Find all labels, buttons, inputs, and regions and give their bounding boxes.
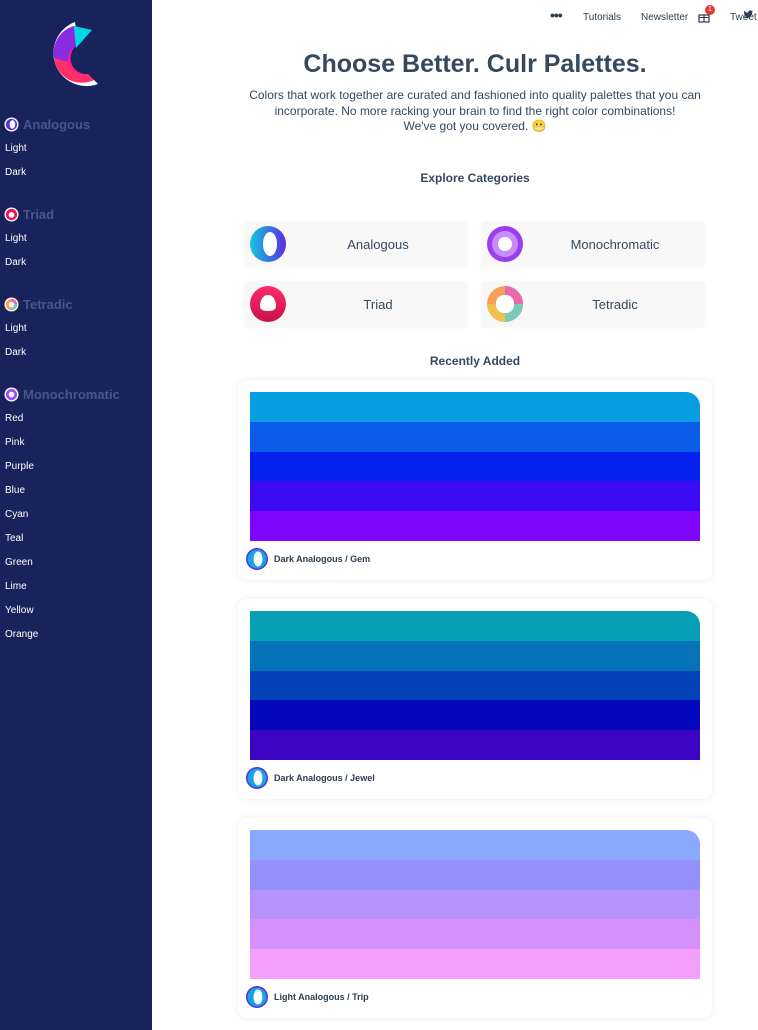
color-swatch[interactable] <box>250 830 700 860</box>
sidebar-item-mono-teal[interactable]: Teal <box>5 533 24 544</box>
gift-icon[interactable] <box>698 11 710 23</box>
sidebar-group-triad: Triad <box>4 207 54 222</box>
palette-label: Dark Analogous / Jewel <box>246 767 375 789</box>
sidebar-item-mono-lime[interactable]: Lime <box>5 581 27 592</box>
color-swatch[interactable] <box>250 889 700 920</box>
category-card-analogous[interactable]: Analogous <box>244 221 468 267</box>
sidebar-item-mono-green[interactable]: Green <box>5 557 33 568</box>
sidebar-item-tetradic-dark[interactable]: Dark <box>5 347 27 358</box>
subtitle-line: incorporate. No more racking your brain … <box>274 103 676 118</box>
color-swatch[interactable] <box>250 392 700 422</box>
triad-icon <box>250 286 286 322</box>
sidebar-item-mono-red[interactable]: Red <box>5 413 24 424</box>
sidebar-item-analogous-dark[interactable]: Dark <box>5 167 27 178</box>
analogous-icon <box>4 117 19 132</box>
color-swatch[interactable] <box>250 421 700 452</box>
triad-icon <box>4 207 19 222</box>
sidebar-item-mono-orange[interactable]: Orange <box>5 629 39 640</box>
sidebar-group-title: Monochromatic <box>23 387 120 402</box>
tutorials-link[interactable]: Tutorials <box>583 12 621 23</box>
sidebar-item-analogous-light[interactable]: Light <box>5 143 27 154</box>
category-label: Triad <box>363 297 393 312</box>
palette-card[interactable]: Dark Analogous / Gem <box>238 380 712 580</box>
category-label: Analogous <box>347 237 409 252</box>
palette-name: Light Analogous / Trip <box>274 992 369 1002</box>
color-swatch[interactable] <box>250 700 700 731</box>
palette-label: Light Analogous / Trip <box>246 986 369 1008</box>
subtitle-line: We've got you covered. 😬 <box>403 119 547 133</box>
more-menu-button[interactable]: ••• <box>550 7 563 23</box>
sidebar-group-title: Tetradic <box>23 297 73 312</box>
color-swatch[interactable] <box>250 919 700 950</box>
sidebar-item-tetradic-light[interactable]: Light <box>5 323 27 334</box>
sidebar-group-title: Analogous <box>23 117 91 132</box>
color-swatch[interactable] <box>250 640 700 671</box>
palette-name: Dark Analogous / Jewel <box>274 773 375 783</box>
tweet-link[interactable]: Tweet <box>730 12 757 23</box>
palette-label: Dark Analogous / Gem <box>246 548 370 570</box>
sidebar-group-title: Triad <box>23 207 55 222</box>
palette-name: Dark Analogous / Gem <box>274 554 371 564</box>
sidebar: Analogous Light Dark Triad Light Dark Te… <box>0 0 152 1030</box>
analogous-icon <box>246 767 268 789</box>
color-swatch[interactable] <box>250 670 700 701</box>
culr-logo[interactable] <box>48 18 102 90</box>
sidebar-item-mono-purple[interactable]: Purple <box>5 461 34 472</box>
category-label: Monochromatic <box>570 237 660 252</box>
sidebar-item-triad-light[interactable]: Light <box>5 233 27 244</box>
palette-swatches[interactable] <box>250 392 700 541</box>
palette-card[interactable]: Light Analogous / Trip <box>238 818 712 1018</box>
palette-card[interactable]: Dark Analogous / Jewel <box>238 599 712 799</box>
monochromatic-icon <box>487 226 523 262</box>
analogous-icon <box>250 226 286 262</box>
color-swatch[interactable] <box>250 481 700 512</box>
analogous-icon <box>246 548 268 570</box>
twitter-bird-icon <box>743 10 753 19</box>
sidebar-item-mono-blue[interactable]: Blue <box>5 485 26 496</box>
sidebar-group-analogous: Analogous <box>4 117 90 132</box>
category-card-monochromatic[interactable]: Monochromatic <box>481 221 705 267</box>
sidebar-item-mono-cyan[interactable]: Cyan <box>5 509 29 520</box>
sidebar-item-triad-dark[interactable]: Dark <box>5 257 27 268</box>
subtitle-line: Colors that work together are curated an… <box>249 88 701 102</box>
top-nav: ••• Tutorials Newsletter 1 Tweet <box>550 5 758 28</box>
palette-swatches[interactable] <box>250 830 700 979</box>
analogous-icon <box>246 986 268 1008</box>
page-subtitle: Colors that work together are curated an… <box>240 88 710 135</box>
category-card-triad[interactable]: Triad <box>244 281 468 327</box>
tetradic-icon <box>4 297 19 312</box>
sidebar-group-tetradic: Tetradic <box>4 297 73 312</box>
newsletter-link[interactable]: Newsletter <box>641 12 689 23</box>
sidebar-group-monochromatic: Monochromatic <box>4 387 120 402</box>
color-swatch[interactable] <box>250 611 700 641</box>
sidebar-item-mono-pink[interactable]: Pink <box>5 437 25 448</box>
color-swatch[interactable] <box>250 859 700 890</box>
category-card-tetradic[interactable]: Tetradic <box>481 281 705 327</box>
tetradic-icon <box>487 286 523 322</box>
color-swatch[interactable] <box>250 511 700 541</box>
color-swatch[interactable] <box>250 451 700 482</box>
recently-added-heading: Recently Added <box>429 354 521 368</box>
palette-swatches[interactable] <box>250 611 700 760</box>
sidebar-item-mono-yellow[interactable]: Yellow <box>5 605 34 616</box>
monochromatic-icon <box>4 387 19 402</box>
explore-categories-heading: Explore Categories <box>420 171 530 185</box>
color-swatch[interactable] <box>250 949 700 979</box>
category-label: Tetradic <box>592 297 638 312</box>
color-swatch[interactable] <box>250 730 700 760</box>
notification-badge: 1 <box>705 5 715 15</box>
page-title: Choose Better. Culr Palettes. <box>303 50 647 78</box>
